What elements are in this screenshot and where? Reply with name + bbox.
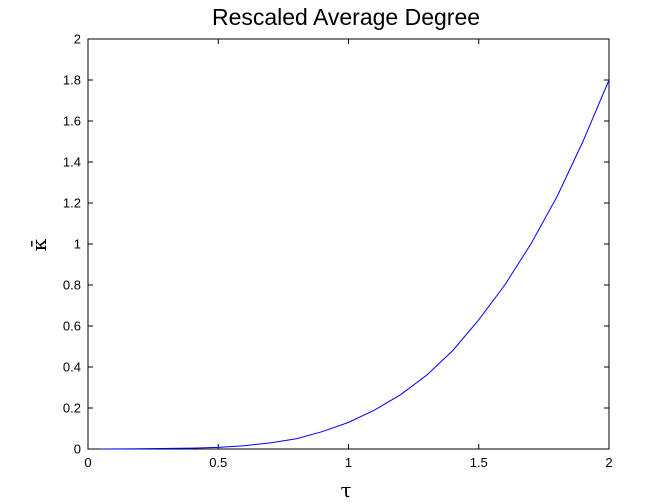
y-tick-label: 0.2 [63,401,81,416]
chart-title: Rescaled Average Degree [212,4,480,30]
x-tick-label: 1 [345,455,352,470]
y-axis-label: κ̄ [27,238,51,251]
y-tick-label: 0.4 [63,360,81,375]
y-tick-label: 1.6 [63,114,81,129]
y-tick-label: 0.8 [63,278,81,293]
x-tick-label: 1.5 [470,455,488,470]
y-tick-label: 1.4 [63,155,81,170]
x-axis-label: τ [340,478,351,502]
y-tick-label: 0.6 [63,319,81,334]
y-tick-label: 1.8 [63,73,81,88]
plot-area: 0 0.5 1 1.5 2 0 0.2 0.4 0.6 0.8 1 1.2 1.4 1.6 1.8 2 [63,32,613,471]
y-tick-label: 2 [74,32,81,47]
x-tick-label: 2 [605,455,612,470]
y-tick-label: 1 [74,237,81,252]
y-tick-label: 1.2 [63,196,81,211]
series-line [101,79,610,450]
x-tick-label: 0 [84,455,91,470]
x-tick-label: 0.5 [209,455,227,470]
y-tick-label: 0 [74,442,81,457]
